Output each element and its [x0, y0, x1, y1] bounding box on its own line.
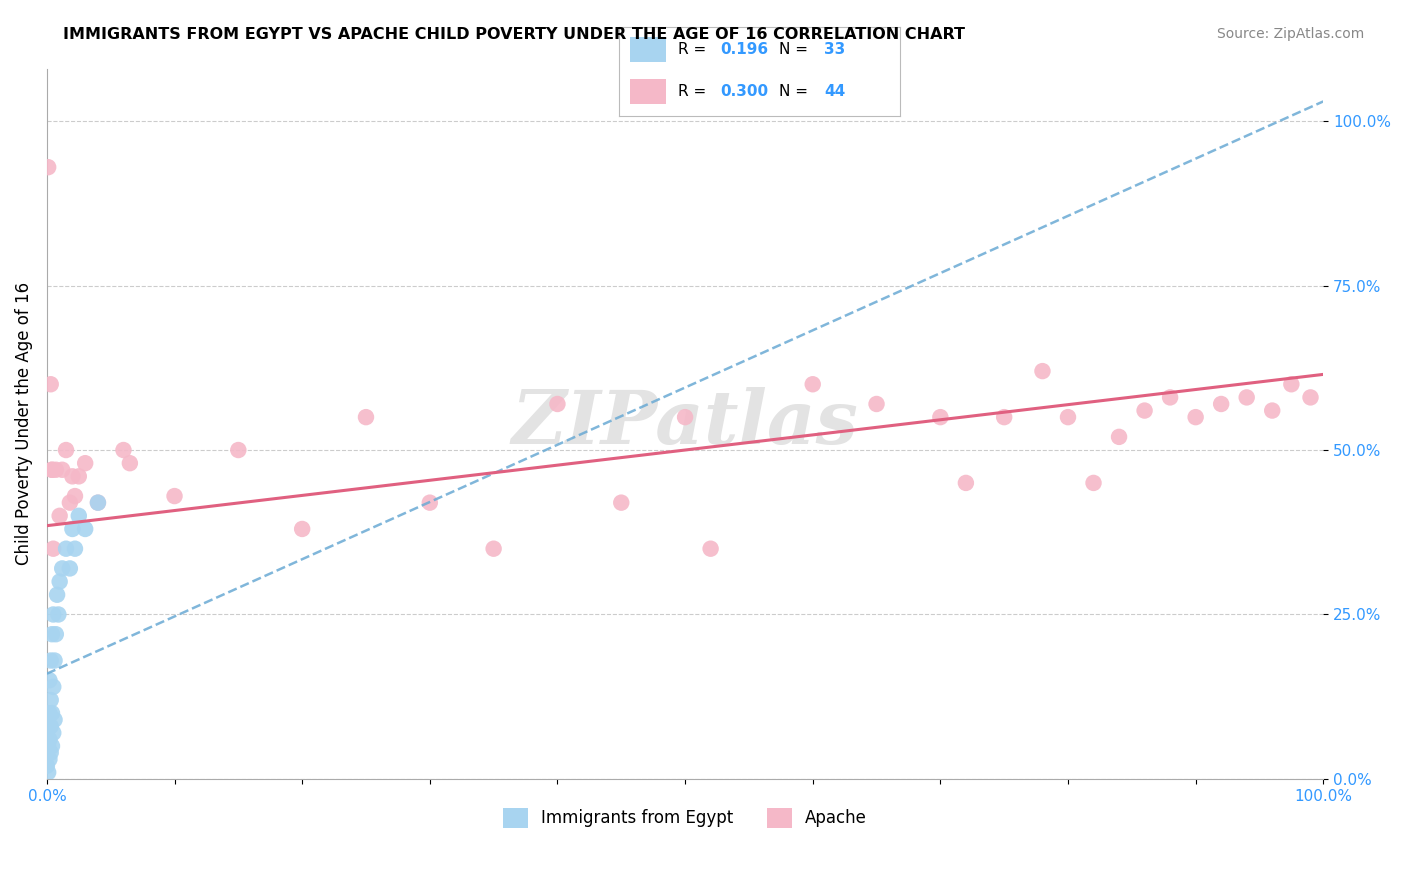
Point [1236, 391, 1258, 405]
Point [673, 410, 696, 425]
Point [42, 541, 65, 556]
Point [610, 496, 633, 510]
Text: R =: R = [678, 43, 711, 57]
Y-axis label: Child Poverty Under the Age of 16: Child Poverty Under the Age of 16 [15, 282, 32, 566]
Point [1279, 377, 1302, 392]
Point [35, 758, 58, 772]
Point [37, 765, 59, 780]
Point [955, 475, 977, 490]
FancyBboxPatch shape [630, 79, 666, 104]
Text: Source: ZipAtlas.com: Source: ZipAtlas.com [1216, 27, 1364, 41]
Point [37, 160, 59, 174]
Point [929, 410, 952, 425]
Point [41, 739, 63, 753]
Point [45, 463, 67, 477]
Point [75, 522, 97, 536]
Point [1083, 475, 1105, 490]
Point [1057, 410, 1080, 425]
Point [39, 746, 62, 760]
Point [48, 607, 70, 622]
Point [39, 693, 62, 707]
Point [63, 489, 86, 503]
Point [55, 541, 77, 556]
Point [51, 463, 73, 477]
Point [67, 469, 90, 483]
Point [44, 713, 66, 727]
Text: N =: N = [779, 43, 813, 57]
Text: 44: 44 [824, 85, 845, 99]
Point [37, 719, 59, 733]
Point [112, 443, 135, 458]
Point [39, 653, 62, 667]
Point [1299, 391, 1322, 405]
Point [87, 496, 110, 510]
Point [699, 541, 721, 556]
Point [39, 719, 62, 733]
Point [59, 561, 82, 575]
Point [801, 377, 824, 392]
Point [42, 607, 65, 622]
Point [35, 746, 58, 760]
Point [42, 726, 65, 740]
Point [482, 541, 505, 556]
Point [1211, 397, 1233, 411]
Point [1031, 364, 1053, 378]
Point [354, 410, 377, 425]
Point [39, 377, 62, 392]
Point [865, 397, 887, 411]
Point [1108, 430, 1130, 444]
Point [38, 673, 60, 688]
Point [75, 456, 97, 470]
Point [1159, 391, 1181, 405]
Text: 0.196: 0.196 [720, 43, 768, 57]
Point [46, 588, 69, 602]
Text: R =: R = [678, 85, 711, 99]
Point [42, 680, 65, 694]
Point [163, 489, 186, 503]
Point [419, 496, 441, 510]
Point [38, 706, 60, 720]
Point [44, 653, 66, 667]
Text: N =: N = [779, 85, 813, 99]
Point [993, 410, 1015, 425]
Point [45, 627, 67, 641]
Point [55, 443, 77, 458]
Point [51, 561, 73, 575]
Point [59, 496, 82, 510]
Point [41, 627, 63, 641]
Point [37, 739, 59, 753]
Point [546, 397, 568, 411]
Point [228, 443, 250, 458]
Point [87, 496, 110, 510]
Point [62, 469, 84, 483]
Point [1133, 403, 1156, 417]
Text: 33: 33 [824, 43, 845, 57]
Point [41, 463, 63, 477]
Text: ZIPatlas: ZIPatlas [512, 387, 859, 460]
Legend: Immigrants from Egypt, Apache: Immigrants from Egypt, Apache [496, 801, 873, 835]
Point [48, 574, 70, 589]
Text: IMMIGRANTS FROM EGYPT VS APACHE CHILD POVERTY UNDER THE AGE OF 16 CORRELATION CH: IMMIGRANTS FROM EGYPT VS APACHE CHILD PO… [63, 27, 966, 42]
Point [62, 522, 84, 536]
Point [1184, 410, 1206, 425]
Point [41, 706, 63, 720]
Point [38, 732, 60, 747]
Point [41, 463, 63, 477]
Point [63, 541, 86, 556]
Point [291, 522, 314, 536]
Point [118, 456, 141, 470]
Text: 0.300: 0.300 [720, 85, 768, 99]
Point [48, 508, 70, 523]
Point [1261, 403, 1284, 417]
FancyBboxPatch shape [630, 37, 666, 62]
Point [67, 508, 90, 523]
Point [38, 752, 60, 766]
